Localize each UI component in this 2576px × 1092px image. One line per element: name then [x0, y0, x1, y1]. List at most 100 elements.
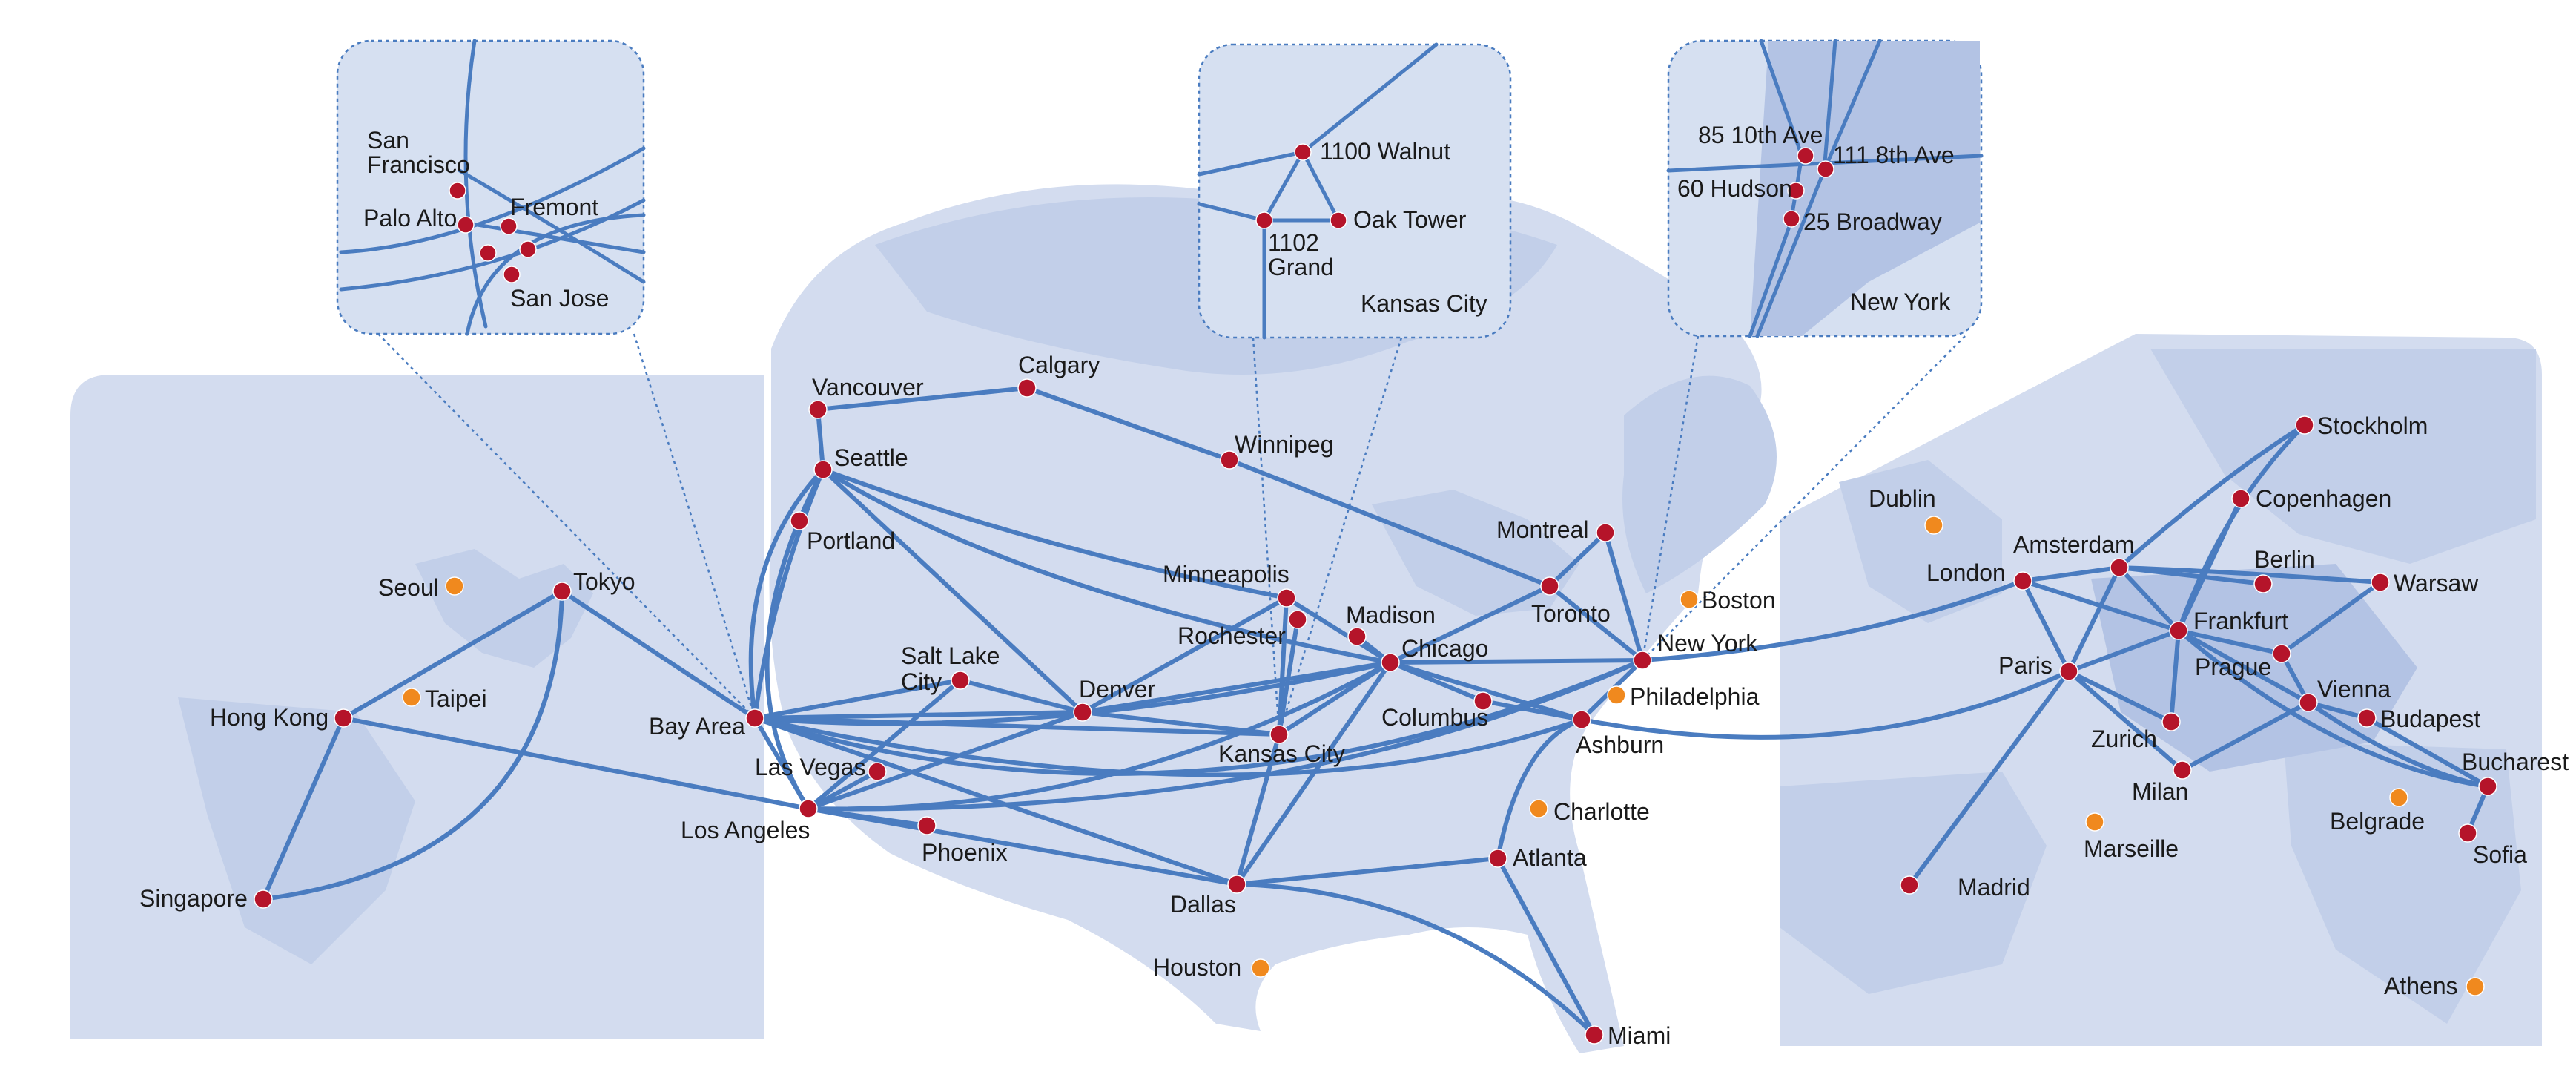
network-routes [261, 386, 2490, 1037]
marker-portland [790, 511, 809, 530]
route-columbus-ashburn [1481, 699, 1584, 722]
marker-bucharest [2478, 777, 2497, 796]
route-tokyo-singapore [261, 589, 564, 901]
inset-label-fremont: Fremont [510, 194, 598, 220]
route-amsterdam-warsaw [2117, 565, 2382, 585]
uk-ireland-land [1839, 460, 2002, 623]
label-rochester: Rochester [1178, 622, 1286, 649]
label-calgary: Calgary [1018, 352, 1100, 378]
marker-minneapolis [1277, 588, 1296, 608]
label-charlotte: Charlotte [1553, 798, 1650, 825]
route-amsterdam-paris [2067, 565, 2121, 674]
marker-marseille [2085, 812, 2104, 832]
route-london-amsterdam [2021, 565, 2121, 583]
northeast-region [1622, 375, 1777, 593]
route-prague-warsaw [2279, 580, 2382, 656]
marker-frankfurt [2169, 621, 2188, 640]
route-tokyo-bayarea [560, 589, 757, 720]
route-montreal-ny [1603, 530, 1645, 662]
label-atlanta: Atlanta [1513, 844, 1587, 871]
route-frankfurt-vienna [2176, 628, 2311, 705]
inset-label-60-hudson: 60 Hudson [1677, 175, 1792, 202]
marker-taipei [402, 688, 421, 707]
route-chicago-ashburn [1388, 660, 1584, 722]
marker-paris [2059, 662, 2078, 681]
marker-houston [1251, 958, 1270, 978]
marker-vienna [2299, 693, 2318, 712]
marker-winnipeg [1220, 450, 1239, 470]
route-paris-frankfurt [2067, 628, 2181, 674]
label-vancouver: Vancouver [812, 374, 924, 401]
label-warsaw: Warsaw [2394, 570, 2479, 596]
inset-label-111-8th: 111 8th Ave [1833, 142, 1955, 168]
marker-montreal [1596, 523, 1615, 542]
inset-label-san-jose: San Jose [510, 285, 609, 312]
marker-london [2013, 571, 2032, 591]
inset-label-palo-alto: Palo Alto [363, 205, 457, 231]
marker-miami [1585, 1025, 1604, 1045]
marker-madrid [1900, 875, 1919, 895]
label-stockholm: Stockholm [2317, 412, 2428, 439]
route-seattle-denver [821, 467, 1085, 714]
marker-charlotte [1529, 799, 1548, 818]
route-hongkong-la [341, 716, 810, 811]
marker-milan [2173, 760, 2192, 780]
marker-hong-kong [334, 708, 353, 728]
marker-rochester [1288, 610, 1307, 629]
route-ashburn-paris [1579, 669, 2071, 740]
route-vancouver-calgary [816, 386, 1029, 412]
route-frankfurt-prague [2176, 628, 2284, 656]
label-philadelphia: Philadelphia [1630, 683, 1760, 710]
label-phoenix: Phoenix [922, 839, 1008, 866]
marker-atlanta [1488, 849, 1507, 868]
marker-dallas [1227, 875, 1246, 894]
marker-athens [2466, 977, 2485, 996]
inset-new-york: 85 10th Ave 111 8th Ave 60 Hudson 25 Bro… [1666, 39, 1984, 338]
label-marseille: Marseille [2084, 835, 2179, 862]
inset-label-grand: Grand [1268, 254, 1334, 280]
route-bayarea-ny [753, 658, 1645, 776]
label-kansas-city: Kansas City [1218, 740, 1345, 767]
inset-label-1100-walnut: 1100 Walnut [1320, 138, 1450, 165]
route-vienna-budapest [2306, 700, 2369, 720]
label-frankfurt: Frankfurt [2193, 608, 2288, 634]
label-zurich: Zurich [2091, 726, 2157, 752]
inset-kansas-city: 1100 Walnut Oak Tower 1102 Grand Kansas … [1197, 42, 1512, 340]
balkans-land [2284, 742, 2521, 1024]
north-america-land [769, 184, 1762, 1054]
route-ny-london [1640, 579, 2025, 662]
route-chicago-toronto [1388, 584, 1552, 665]
route-seattle-bayarea-1 [748, 467, 825, 720]
marker-denver [1073, 703, 1092, 722]
route-la-ny [806, 658, 1645, 812]
inset-kansas-city-frame [1198, 43, 1512, 339]
route-chicago-ny [1388, 658, 1645, 665]
marker-ashburn [1572, 710, 1591, 729]
scandinavia-land [2150, 349, 2536, 564]
label-toronto: Toronto [1531, 600, 1611, 627]
label-tokyo: Tokyo [573, 568, 635, 595]
inset-label-sf-line2: Francisco [367, 151, 470, 178]
great-lakes-region [1372, 490, 1579, 616]
inset-title-new-york: New York [1850, 289, 1951, 315]
label-singapore: Singapore [139, 885, 248, 912]
label-madison: Madison [1346, 602, 1436, 628]
marker-dublin [1924, 516, 1943, 535]
route-frankfurt-zurich [2169, 628, 2181, 724]
label-chicago: Chicago [1401, 635, 1488, 662]
label-paris: Paris [1998, 652, 2052, 679]
marker-madison [1347, 627, 1367, 646]
route-bayarea-kc [753, 716, 1281, 737]
label-portland: Portland [807, 527, 895, 554]
inset-label-85-10th: 85 10th Ave [1698, 122, 1823, 148]
route-paris-madrid [1907, 669, 2071, 887]
marker-prague [2272, 644, 2291, 663]
route-denver-minneapolis [1080, 596, 1289, 714]
se-asia-land [178, 697, 415, 964]
route-vancouver-seattle [816, 407, 825, 472]
route-dallas-miami [1235, 882, 1596, 1037]
marker-zurich [2161, 712, 2181, 731]
marker-budapest [2357, 708, 2377, 728]
label-columbus: Columbus [1381, 704, 1488, 731]
